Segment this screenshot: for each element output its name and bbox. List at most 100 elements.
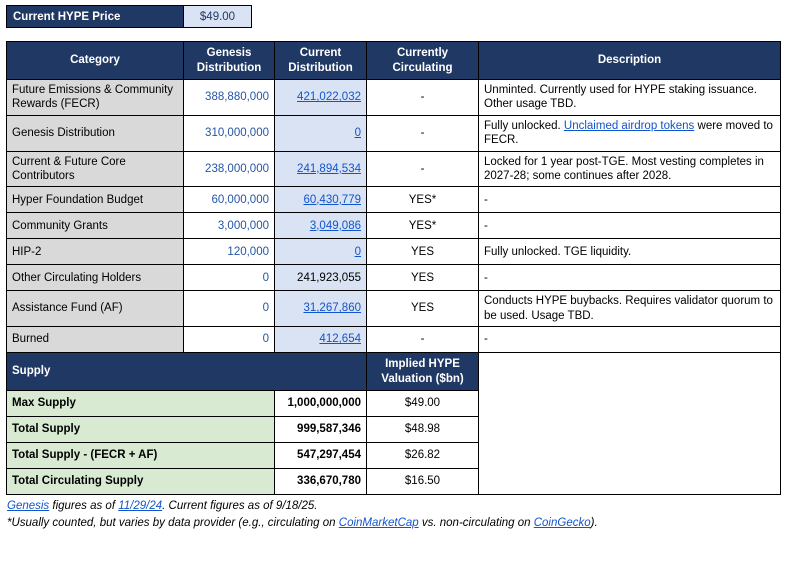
text-segment: were moved to FECR.: [484, 119, 773, 147]
current-distribution-link[interactable]: 0: [354, 245, 361, 258]
col-header-current-distribution: Current Distribution: [274, 41, 367, 80]
currently-circulating-cell: -: [366, 150, 479, 188]
empty-cell: [479, 353, 781, 391]
currently-circulating-cell: -: [366, 326, 479, 353]
text-segment: vs. non-circulating on: [418, 517, 534, 529]
supply-header-row: Supply Implied HYPE Valuation ($bn): [6, 352, 781, 391]
text-segment: -: [484, 219, 488, 232]
price-value: $49.00: [183, 5, 252, 28]
text-segment: ).: [590, 517, 598, 529]
inline-link[interactable]: Genesis: [7, 500, 50, 512]
current-distribution-link[interactable]: 3,049,086: [309, 219, 361, 232]
table-row: Hyper Foundation Budget 60,000,000 60,430,…: [6, 186, 781, 214]
price-box: Current HYPE Price $49.00: [6, 5, 252, 28]
empty-cell: [479, 443, 781, 469]
description-cell: -: [478, 264, 781, 292]
category-cell: Current & Future Core Contributors: [6, 150, 184, 188]
supply-row: Total Circulating Supply 336,670,780 $16.5…: [6, 468, 781, 495]
inline-link[interactable]: 11/29/24: [118, 500, 163, 512]
text-segment: *Usually counted, but varies by data pro…: [7, 517, 339, 529]
supply-label-cell: Total Supply - (FECR + AF): [6, 442, 275, 469]
current-distribution-cell: 421,022,032: [274, 79, 367, 116]
currently-circulating-cell: YES: [366, 264, 479, 292]
table-header: Category Genesis Distribution Current Di…: [6, 41, 781, 80]
current-distribution-cell: 31,267,860: [274, 290, 367, 327]
text-segment: Unminted. Currently used for HYPE stakin…: [484, 84, 757, 111]
page: Current HYPE Price $49.00 Category Genes…: [6, 5, 781, 529]
supply-row: Max Supply 1,000,000,000 $49.00: [6, 390, 781, 417]
inline-link[interactable]: Unclaimed airdrop tokens: [563, 119, 695, 132]
supply-value-cell: 999,587,346: [274, 416, 367, 443]
description-cell: Fully unlocked. Unclaimed airdrop tokens…: [478, 114, 781, 152]
description-cell: Unminted. Currently used for HYPE stakin…: [478, 79, 781, 116]
genesis-distribution-cell: 120,000: [183, 238, 275, 266]
current-distribution-link[interactable]: 0: [354, 126, 361, 139]
currently-circulating-cell: -: [366, 114, 479, 152]
current-distribution-cell: 0: [274, 238, 367, 266]
text-segment: -: [484, 271, 488, 284]
supply-label-cell: Max Supply: [6, 390, 275, 417]
supply-value-cell: 547,297,454: [274, 442, 367, 469]
inline-link[interactable]: CoinGecko: [533, 517, 591, 529]
currently-circulating-cell: YES*: [366, 186, 479, 214]
supply-section-title: Supply: [6, 352, 367, 391]
description-cell: -: [478, 326, 781, 353]
table-row: Future Emissions & Community Rewards (FE…: [6, 79, 781, 116]
genesis-distribution-cell: 0: [183, 290, 275, 327]
current-distribution-cell: 412,654: [274, 326, 367, 353]
genesis-distribution-cell: 3,000,000: [183, 212, 275, 240]
current-distribution-link[interactable]: 31,267,860: [303, 302, 361, 315]
supply-row: Total Supply - (FECR + AF) 547,297,454 $26…: [6, 442, 781, 469]
col-header-category: Category: [6, 41, 184, 80]
genesis-distribution-cell: 60,000,000: [183, 186, 275, 214]
text-segment: Fully unlocked.: [484, 119, 564, 132]
currently-circulating-cell: YES*: [366, 212, 479, 240]
category-cell: Future Emissions & Community Rewards (FE…: [6, 79, 184, 116]
current-distribution-link[interactable]: 60,430,779: [303, 193, 361, 206]
category-cell: Hyper Foundation Budget: [6, 186, 184, 214]
distribution-table: Category Genesis Distribution Current Di…: [6, 41, 781, 495]
genesis-distribution-cell: 0: [183, 326, 275, 353]
implied-valuation-cell: $26.82: [366, 442, 479, 469]
currently-circulating-cell: YES: [366, 238, 479, 266]
table-row: HIP-2 120,000 0 YES Fully unlocked. TGE liqu…: [6, 238, 781, 266]
current-distribution-cell: 241,894,534: [274, 150, 367, 188]
description-cell: -: [478, 186, 781, 214]
col-header-description: Description: [478, 41, 781, 80]
table-row: Other Circulating Holders 0 241,923,055 YES…: [6, 264, 781, 292]
empty-cell: [479, 469, 781, 495]
category-cell: HIP-2: [6, 238, 184, 266]
category-cell: Genesis Distribution: [6, 114, 184, 152]
genesis-distribution-cell: 388,880,000: [183, 79, 275, 116]
col-header-genesis-distribution: Genesis Distribution: [183, 41, 275, 80]
table-row: Assistance Fund (AF) 0 31,267,860 YES Conduc…: [6, 290, 781, 327]
text-segment: Locked for 1 year post-TGE. Most vesting…: [484, 155, 764, 182]
currently-circulating-cell: -: [366, 79, 479, 116]
current-distribution-cell: 0: [274, 114, 367, 152]
supply-rows: Max Supply 1,000,000,000 $49.00 Total Suppl…: [6, 390, 781, 495]
supply-row: Total Supply 999,587,346 $48.98: [6, 416, 781, 443]
current-distribution-link[interactable]: 412,654: [319, 333, 361, 346]
currently-circulating-cell: YES: [366, 290, 479, 327]
table-row: Community Grants 3,000,000 3,049,086 YES* -: [6, 212, 781, 240]
category-cell: Community Grants: [6, 212, 184, 240]
current-distribution-cell: 60,430,779: [274, 186, 367, 214]
text-segment: Fully unlocked. TGE liquidity.: [484, 245, 632, 258]
current-distribution-link[interactable]: 241,894,534: [297, 162, 361, 175]
empty-cell: [479, 391, 781, 417]
supply-label-cell: Total Supply: [6, 416, 275, 443]
inline-link[interactable]: CoinMarketCap: [338, 517, 419, 529]
table-row: Burned 0 412,654- -: [6, 326, 781, 353]
genesis-distribution-cell: 310,000,000: [183, 114, 275, 152]
current-distribution-link[interactable]: 421,022,032: [297, 91, 361, 104]
implied-valuation-cell: $49.00: [366, 390, 479, 417]
current-distribution-cell: 3,049,086: [274, 212, 367, 240]
table-row: Genesis Distribution 310,000,000 0- Fully u…: [6, 114, 781, 152]
price-label: Current HYPE Price: [6, 5, 184, 28]
description-cell: Conducts HYPE buybacks. Requires validat…: [478, 290, 781, 327]
category-cell: Other Circulating Holders: [6, 264, 184, 292]
header-row: Category Genesis Distribution Current Di…: [6, 41, 781, 80]
supply-label-cell: Total Circulating Supply: [6, 468, 275, 495]
supply-value-cell: 1,000,000,000: [274, 390, 367, 417]
category-cell: Burned: [6, 326, 184, 353]
